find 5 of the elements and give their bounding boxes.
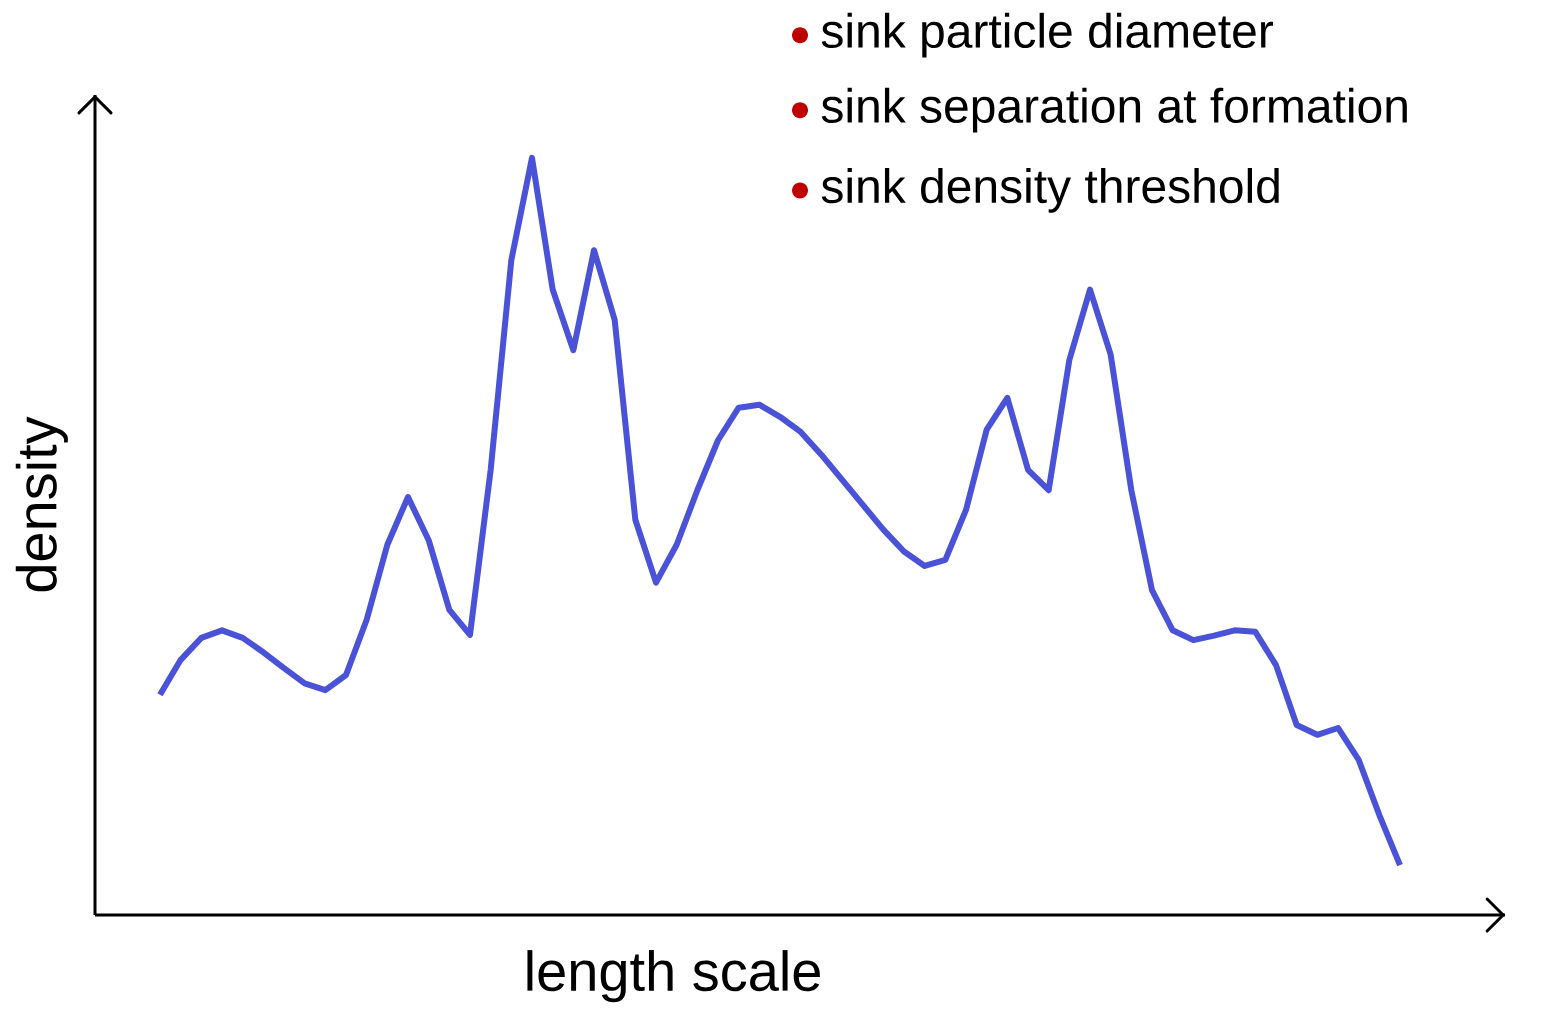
annotation: sink density threshold xyxy=(821,168,1279,213)
text: sink particle diameter xyxy=(821,12,1274,58)
y-axis-title: density xyxy=(15,416,68,592)
x-axis-title: length scale xyxy=(527,950,820,1003)
text: sink separation at formation xyxy=(821,87,1407,133)
